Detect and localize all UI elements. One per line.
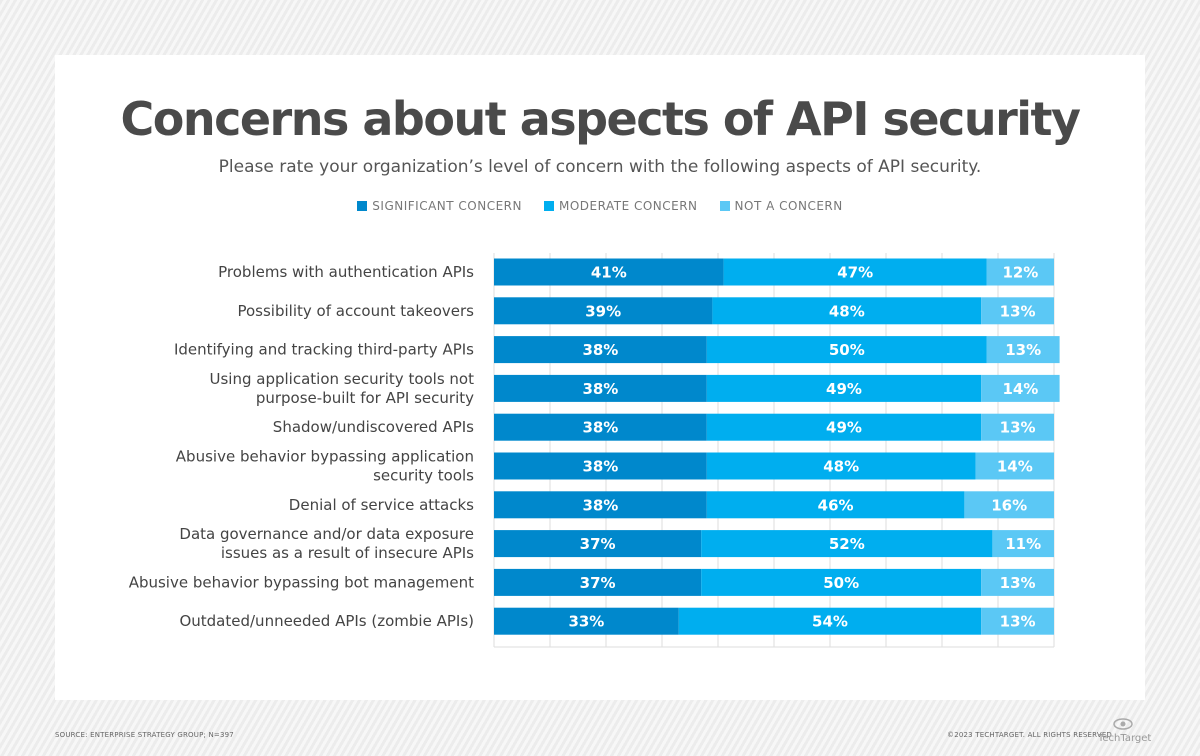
bar-segment bbox=[494, 607, 679, 635]
legend-item: SIGNIFICANT CONCERN bbox=[357, 199, 522, 213]
data-label: 48% bbox=[829, 302, 865, 320]
data-label: 37% bbox=[580, 535, 616, 553]
category-label: Abusive behavior bypassing bot managemen… bbox=[129, 573, 474, 591]
category-label: Data governance and/or data exposure bbox=[179, 525, 474, 543]
legend-swatch bbox=[543, 201, 554, 211]
techtarget-logo: TechTarget bbox=[1098, 716, 1152, 744]
legend-label: MODERATE CONCERN bbox=[558, 199, 698, 213]
data-label: 49% bbox=[826, 419, 862, 437]
data-label: 41% bbox=[591, 264, 627, 282]
eye-logo-icon bbox=[1113, 718, 1133, 730]
category-label: Outdated/unneeded APIs (zombie APIs) bbox=[179, 612, 474, 630]
data-label: 33% bbox=[568, 613, 604, 631]
category-label: purpose-built for API security bbox=[256, 389, 474, 407]
data-label: 37% bbox=[580, 574, 616, 592]
bar-segment bbox=[706, 491, 965, 519]
bar-segment bbox=[706, 374, 982, 402]
data-label: 46% bbox=[818, 496, 854, 514]
legend-item: MODERATE CONCERN bbox=[543, 199, 698, 213]
data-label: 48% bbox=[823, 458, 859, 476]
bar-segment bbox=[986, 336, 1060, 364]
bar-segment bbox=[712, 297, 982, 325]
category-label: Using application security tools not bbox=[210, 370, 475, 388]
bar-segment bbox=[981, 607, 1054, 635]
data-label: 16% bbox=[991, 496, 1027, 514]
category-label: security tools bbox=[373, 467, 474, 485]
bar-segment bbox=[706, 336, 987, 364]
bar-segment bbox=[723, 258, 987, 286]
bar-segment bbox=[981, 374, 1060, 402]
data-label: 13% bbox=[1000, 574, 1036, 592]
bar-segment bbox=[701, 568, 982, 596]
chart-title: Concerns about aspects of API security bbox=[120, 92, 1081, 146]
legend-label: NOT A CONCERN bbox=[734, 199, 843, 213]
bar-segment bbox=[494, 413, 707, 441]
legend: SIGNIFICANT CONCERN MODERATE CONCERN NOT A… bbox=[0, 199, 1200, 213]
data-label: 13% bbox=[1000, 302, 1036, 320]
data-label: 50% bbox=[829, 341, 865, 359]
data-label: 52% bbox=[829, 535, 865, 553]
bar-segment bbox=[701, 530, 993, 558]
data-label: 13% bbox=[1005, 341, 1041, 359]
data-label: 38% bbox=[582, 496, 618, 514]
legend-label: SIGNIFICANT CONCERN bbox=[372, 199, 522, 213]
data-label: 38% bbox=[582, 458, 618, 476]
data-label: 14% bbox=[1002, 380, 1038, 398]
data-label: 12% bbox=[1002, 264, 1038, 282]
bar-segment bbox=[494, 374, 707, 402]
bar-segment bbox=[964, 491, 1054, 519]
category-label: issues as a result of insecure APIs bbox=[221, 544, 474, 562]
data-label: 50% bbox=[823, 574, 859, 592]
category-label: Problems with authentication APIs bbox=[218, 263, 474, 281]
category-label: Shadow/undiscovered APIs bbox=[273, 418, 474, 436]
data-label: 38% bbox=[582, 380, 618, 398]
bar-segment bbox=[494, 491, 707, 519]
bar-segment bbox=[981, 568, 1054, 596]
data-label: 38% bbox=[582, 419, 618, 437]
data-label: 54% bbox=[812, 613, 848, 631]
data-label: 11% bbox=[1005, 535, 1041, 553]
bar-segment bbox=[975, 452, 1054, 480]
chart-subtitle: Please rate your organization’s level of… bbox=[218, 157, 982, 177]
data-label: 13% bbox=[1000, 613, 1036, 631]
bar-segment bbox=[494, 568, 702, 596]
data-label: 14% bbox=[997, 458, 1033, 476]
bar-segment bbox=[981, 413, 1054, 441]
data-label: 39% bbox=[585, 302, 621, 320]
category-label: Possibility of account takeovers bbox=[237, 302, 474, 320]
bar-segment bbox=[981, 297, 1054, 325]
bar-segment bbox=[494, 297, 713, 325]
data-label: 49% bbox=[826, 380, 862, 398]
category-label: Identifying and tracking third-party API… bbox=[174, 341, 474, 359]
source-note: SOURCE: ENTERPRISE STRATEGY GROUP; N=397 bbox=[55, 731, 234, 739]
logo-text: TechTarget bbox=[1098, 733, 1152, 744]
category-label: Denial of service attacks bbox=[289, 496, 474, 514]
bar-segment bbox=[992, 530, 1054, 558]
bar-segment bbox=[494, 258, 724, 286]
bar-segment bbox=[494, 336, 707, 364]
bar-segment bbox=[706, 413, 982, 441]
legend-swatch bbox=[357, 201, 368, 211]
bar-segment bbox=[706, 452, 976, 480]
category-label: Abusive behavior bypassing application bbox=[176, 448, 474, 466]
copyright: ©2023 TECHTARGET. ALL RIGHTS RESERVED bbox=[947, 731, 1113, 739]
data-label: 47% bbox=[837, 264, 873, 282]
bar-segment bbox=[494, 530, 702, 558]
data-label: 13% bbox=[1000, 419, 1036, 437]
bar-segment bbox=[678, 607, 982, 635]
data-label: 38% bbox=[582, 341, 618, 359]
bar-segment bbox=[986, 258, 1054, 286]
legend-swatch bbox=[719, 201, 730, 211]
bar-segment bbox=[494, 452, 707, 480]
legend-item: NOT A CONCERN bbox=[719, 199, 843, 213]
